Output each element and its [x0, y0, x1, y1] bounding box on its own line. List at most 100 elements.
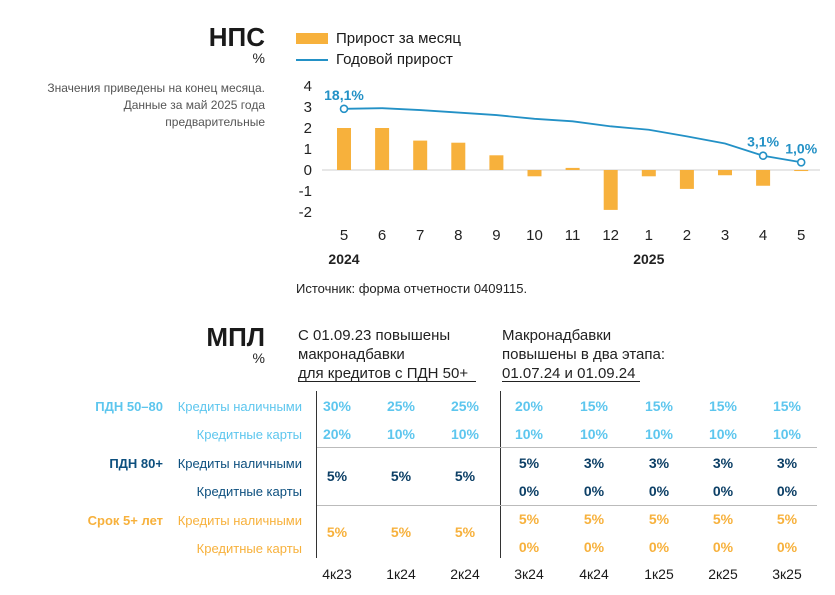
y-tick-label: -1 — [299, 183, 312, 200]
y-tick-label: 3 — [304, 99, 312, 116]
quarter-label: 4к24 — [579, 566, 609, 582]
value-cell: 0% — [583, 539, 605, 555]
value-cell: 25% — [450, 398, 480, 414]
bar-monthly-growth — [375, 128, 390, 170]
data-label: 18,1% — [324, 87, 364, 103]
value-cell: 0% — [712, 539, 734, 555]
value-cell: 5% — [583, 511, 605, 527]
quarter-label: 1к25 — [644, 566, 674, 582]
bar-monthly-growth — [603, 170, 618, 210]
mpl-unit: % — [252, 350, 265, 366]
bar-monthly-growth — [565, 167, 580, 170]
nps-title: НПС — [208, 22, 265, 52]
quarter-label: 2к25 — [708, 566, 738, 582]
merged-value-cell: 5% — [326, 524, 348, 540]
bar-monthly-growth — [489, 155, 504, 170]
value-cell: 5% — [648, 511, 670, 527]
value-cell: 10% — [644, 426, 674, 442]
group-label-pdn80: ПДН 80+ — [109, 456, 163, 471]
merged-value-cell: 5% — [390, 524, 412, 540]
line-annual-growth — [343, 107, 802, 164]
value-cell: 0% — [648, 483, 670, 499]
x-tick-label: 9 — [492, 227, 500, 244]
value-cell: 0% — [583, 483, 605, 499]
y-tick-label: -2 — [299, 204, 312, 221]
value-cell: 25% — [386, 398, 416, 414]
mpl-header-1: С 01.09.23 повышены макронадбавки для кр… — [298, 326, 468, 383]
bar-monthly-growth — [451, 142, 466, 170]
x-tick-label: 8 — [454, 227, 462, 244]
group-label-term5: Срок 5+ лет — [87, 513, 163, 528]
mpl-separator — [317, 447, 817, 448]
mpl-divider-left — [316, 391, 317, 558]
legend-bar: Прирост за месяц — [296, 30, 461, 47]
bar-monthly-growth — [794, 170, 809, 172]
row-label-cash: Кредиты наличными — [177, 399, 302, 414]
bar-monthly-growth — [641, 170, 656, 177]
value-cell: 5% — [518, 511, 540, 527]
mpl-header-1-line: макронадбавки — [298, 346, 405, 363]
value-cell: 3% — [583, 455, 605, 471]
quarter-label: 2к24 — [450, 566, 480, 582]
x-year-label: 2024 — [328, 251, 359, 267]
y-tick-label: 4 — [304, 78, 312, 95]
mpl-header-1-underline — [298, 381, 476, 382]
legend-line: Годовой прирост — [296, 51, 453, 68]
legend-line-label: Годовой прирост — [336, 51, 453, 68]
value-cell: 10% — [450, 426, 480, 442]
y-tick-label: 2 — [304, 120, 312, 137]
mpl-header-2-line: 01.07.24 и 01.09.24 — [502, 365, 636, 382]
line-point-marker — [758, 151, 768, 161]
value-cell: 5% — [712, 511, 734, 527]
legend-bar-swatch — [296, 33, 328, 44]
data-label: 1,0% — [785, 140, 817, 156]
value-cell: 0% — [518, 539, 540, 555]
value-cell: 20% — [514, 398, 544, 414]
merged-value-cell: 5% — [454, 468, 476, 484]
value-cell: 0% — [518, 483, 540, 499]
mpl-title: МПЛ — [206, 322, 265, 352]
x-tick-label: 11 — [565, 227, 581, 244]
y-tick-label: 1 — [304, 141, 312, 158]
mpl-divider-mid — [500, 391, 501, 558]
row-label-cards: Кредитные карты — [196, 427, 302, 442]
row-label-cards: Кредитные карты — [196, 484, 302, 499]
line-point-marker — [796, 157, 806, 167]
bar-monthly-growth — [337, 128, 351, 170]
value-cell: 10% — [514, 426, 544, 442]
x-tick-label: 7 — [416, 227, 424, 244]
row-label-cards: Кредитные карты — [196, 541, 302, 556]
value-cell: 3% — [648, 455, 670, 471]
row-label-cash: Кредиты наличными — [177, 456, 302, 471]
quarter-label: 3к25 — [772, 566, 802, 582]
x-tick-label: 2 — [683, 227, 691, 244]
value-cell: 15% — [708, 398, 738, 414]
mpl-separator — [317, 505, 817, 506]
x-tick-label: 6 — [378, 227, 386, 244]
value-cell: 5% — [518, 455, 540, 471]
x-tick-label: 5 — [797, 227, 805, 244]
merged-value-cell: 5% — [326, 468, 348, 484]
mpl-header-2-underline — [502, 381, 640, 382]
value-cell: 30% — [322, 398, 352, 414]
mpl-header-2-line: повышены в два этапа: — [502, 346, 666, 363]
value-cell: 15% — [579, 398, 609, 414]
nps-unit: % — [252, 50, 265, 66]
value-cell: 3% — [712, 455, 734, 471]
x-tick-label: 12 — [602, 227, 619, 244]
x-tick-label: 4 — [759, 227, 767, 244]
nps-note-line: Значения приведены на конец месяца. — [47, 81, 265, 95]
value-cell: 10% — [708, 426, 738, 442]
nps-note: Значения приведены на конец месяца. Данн… — [5, 80, 265, 131]
value-cell: 0% — [712, 483, 734, 499]
value-cell: 0% — [776, 483, 798, 499]
row-label-cash: Кредиты наличными — [177, 513, 302, 528]
quarter-label: 4к23 — [322, 566, 352, 582]
value-cell: 20% — [322, 426, 352, 442]
bar-monthly-growth — [756, 170, 771, 186]
x-year-label: 2025 — [633, 251, 664, 267]
mpl-header-2: Макронадбавки повышены в два этапа: 01.0… — [502, 326, 665, 383]
mpl-header-1-line: для кредитов с ПДН 50+ — [298, 365, 469, 382]
bar-monthly-growth — [413, 140, 428, 170]
